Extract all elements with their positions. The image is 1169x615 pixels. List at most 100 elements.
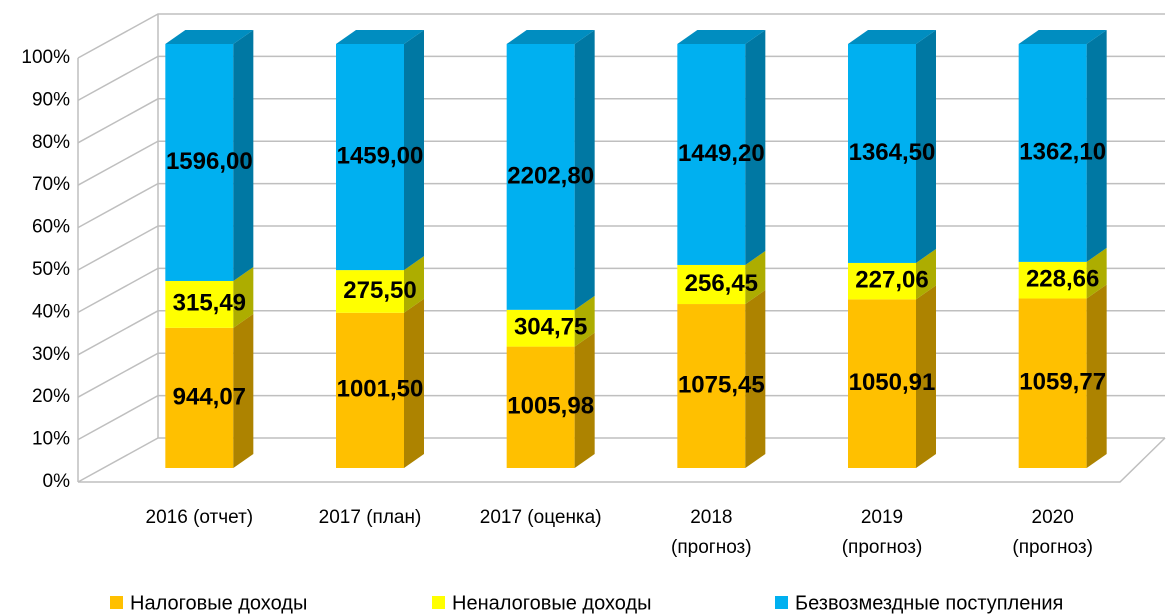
bar-side <box>574 30 595 310</box>
bar-front <box>1018 44 1087 262</box>
bar-side <box>233 313 254 468</box>
bar-front <box>165 327 234 468</box>
bar-segment <box>1018 30 1107 262</box>
bar-side <box>916 285 936 468</box>
bar-front <box>677 264 746 305</box>
bar-segment <box>848 30 936 263</box>
data-label: 304,75 <box>514 314 587 341</box>
bar-front <box>336 270 404 313</box>
bar-side <box>745 30 766 265</box>
bar-segment <box>848 248 936 300</box>
y-tick-label: 60% <box>32 217 70 238</box>
bar-segment <box>677 290 766 468</box>
bar-side <box>916 248 936 300</box>
data-label: 1005,98 <box>507 393 594 420</box>
x-tick-label: 2020 (прогноз) <box>1012 507 1093 558</box>
bar-front <box>848 299 916 468</box>
data-label: 1362,10 <box>1019 138 1106 165</box>
bar-segment <box>165 313 254 468</box>
legend-label: Налоговые доходы <box>130 592 307 614</box>
y-tick-label: 20% <box>32 386 70 407</box>
bar-top <box>1018 30 1107 44</box>
y-tick-label: 10% <box>32 429 70 450</box>
bar-side <box>574 295 595 347</box>
bar-segment <box>336 256 424 313</box>
bar-segment <box>336 30 424 271</box>
legend-swatch <box>432 596 445 609</box>
data-label: 1459,00 <box>337 142 424 169</box>
bar-front <box>677 304 746 468</box>
data-label: 944,07 <box>173 383 246 410</box>
bar-segment <box>506 30 595 310</box>
bar-side <box>404 256 424 313</box>
bar-segment <box>1018 247 1107 299</box>
bar-front <box>336 44 404 271</box>
bar-side <box>404 30 424 271</box>
bar-front <box>336 312 404 468</box>
y-tick-label: 70% <box>32 174 70 195</box>
bar-segment <box>848 285 936 468</box>
bar-front <box>848 44 916 263</box>
bar-front <box>1018 298 1087 468</box>
bar-front <box>506 44 575 310</box>
y-tick-label: 50% <box>32 259 70 280</box>
floor-line <box>78 437 1166 483</box>
bar-front <box>165 280 234 328</box>
data-label: 315,49 <box>173 290 246 317</box>
bar-front <box>506 346 575 468</box>
data-label: 1059,77 <box>1019 369 1106 396</box>
bar-top <box>677 30 766 44</box>
y-tick-label: 80% <box>32 132 70 153</box>
bar-front <box>677 44 746 265</box>
bar-top <box>165 30 254 44</box>
bar-segment <box>506 332 595 468</box>
legend-swatch <box>110 596 123 609</box>
bar-side <box>574 332 595 468</box>
data-label: 275,50 <box>343 277 416 304</box>
data-label: 1449,20 <box>678 140 765 167</box>
bar-top <box>848 30 936 44</box>
bar-front <box>165 44 234 281</box>
x-tick-label: 2019 (прогноз) <box>842 507 923 558</box>
legend-label: Безвозмездные поступления <box>795 592 1063 614</box>
bar-side <box>233 266 254 328</box>
bar-side <box>233 30 254 281</box>
bar-side <box>404 298 424 468</box>
bar-side <box>745 290 766 468</box>
bar-segment <box>336 298 424 468</box>
data-label: 1001,50 <box>337 376 424 403</box>
bar-segment <box>677 30 766 265</box>
bar-side <box>1086 30 1107 262</box>
data-label: 227,06 <box>855 267 928 294</box>
y-tick-label: 0% <box>43 471 71 492</box>
bar-segment <box>1018 284 1107 468</box>
bar-segment <box>165 30 254 281</box>
bar-segment <box>506 295 595 347</box>
bar-top <box>506 30 595 44</box>
x-tick-label: 2017 (план) <box>319 507 422 528</box>
bar-top <box>336 30 424 44</box>
data-label: 1075,45 <box>678 371 765 398</box>
legend-label: Неналоговые доходы <box>452 592 651 614</box>
bar-front <box>1018 261 1087 299</box>
bar-side <box>745 250 766 305</box>
bar-segment <box>165 266 254 328</box>
data-label: 1596,00 <box>166 148 253 175</box>
data-label: 256,45 <box>685 270 758 297</box>
y-tick-label: 30% <box>32 344 70 365</box>
bar-side <box>1086 247 1107 299</box>
y-tick-label: 100% <box>21 47 70 68</box>
x-tick-label: 2018 (прогноз) <box>671 507 752 558</box>
data-label: 1364,50 <box>849 139 936 166</box>
bar-side <box>916 30 936 263</box>
bar-side <box>1086 284 1107 468</box>
bar-front <box>506 309 575 347</box>
bar-front <box>848 262 916 300</box>
y-tick-label: 90% <box>32 89 70 110</box>
x-tick-label: 2017 (оценка) <box>480 507 602 528</box>
data-label: 228,66 <box>1026 266 1099 293</box>
bar-segment <box>677 250 766 305</box>
data-label: 1050,91 <box>849 369 936 396</box>
legend-swatch <box>775 596 788 609</box>
